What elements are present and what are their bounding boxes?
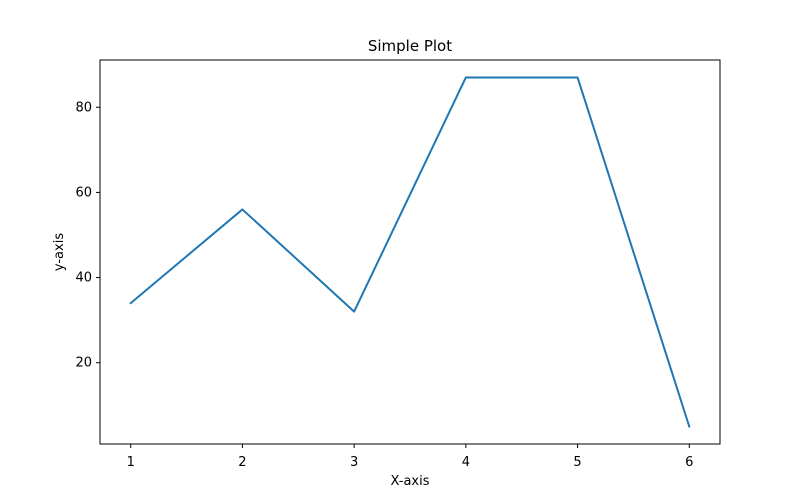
y-tick-label: 80 [75, 100, 92, 115]
y-tick-label: 20 [75, 356, 92, 371]
plot-area-frame [99, 59, 721, 445]
x-tick-label: 6 [685, 455, 693, 470]
y-axis-ticks: 20 40 60 80 [75, 100, 100, 371]
y-tick-label: 40 [75, 271, 92, 286]
x-tick-label: 4 [462, 455, 470, 470]
x-axis-label: X-axis [391, 474, 430, 489]
series-layer [129, 76, 691, 428]
series-line-0 [129, 76, 691, 428]
y-tick-label: 60 [75, 185, 92, 200]
x-tick-label: 5 [573, 455, 581, 470]
chart-title: Simple Plot [368, 37, 452, 55]
x-axis-ticks: 1 2 3 4 5 6 [127, 444, 693, 470]
y-axis-label: y-axis [52, 233, 67, 271]
x-tick-label: 3 [350, 455, 358, 470]
x-tick-label: 2 [238, 455, 246, 470]
x-tick-label: 1 [127, 455, 135, 470]
